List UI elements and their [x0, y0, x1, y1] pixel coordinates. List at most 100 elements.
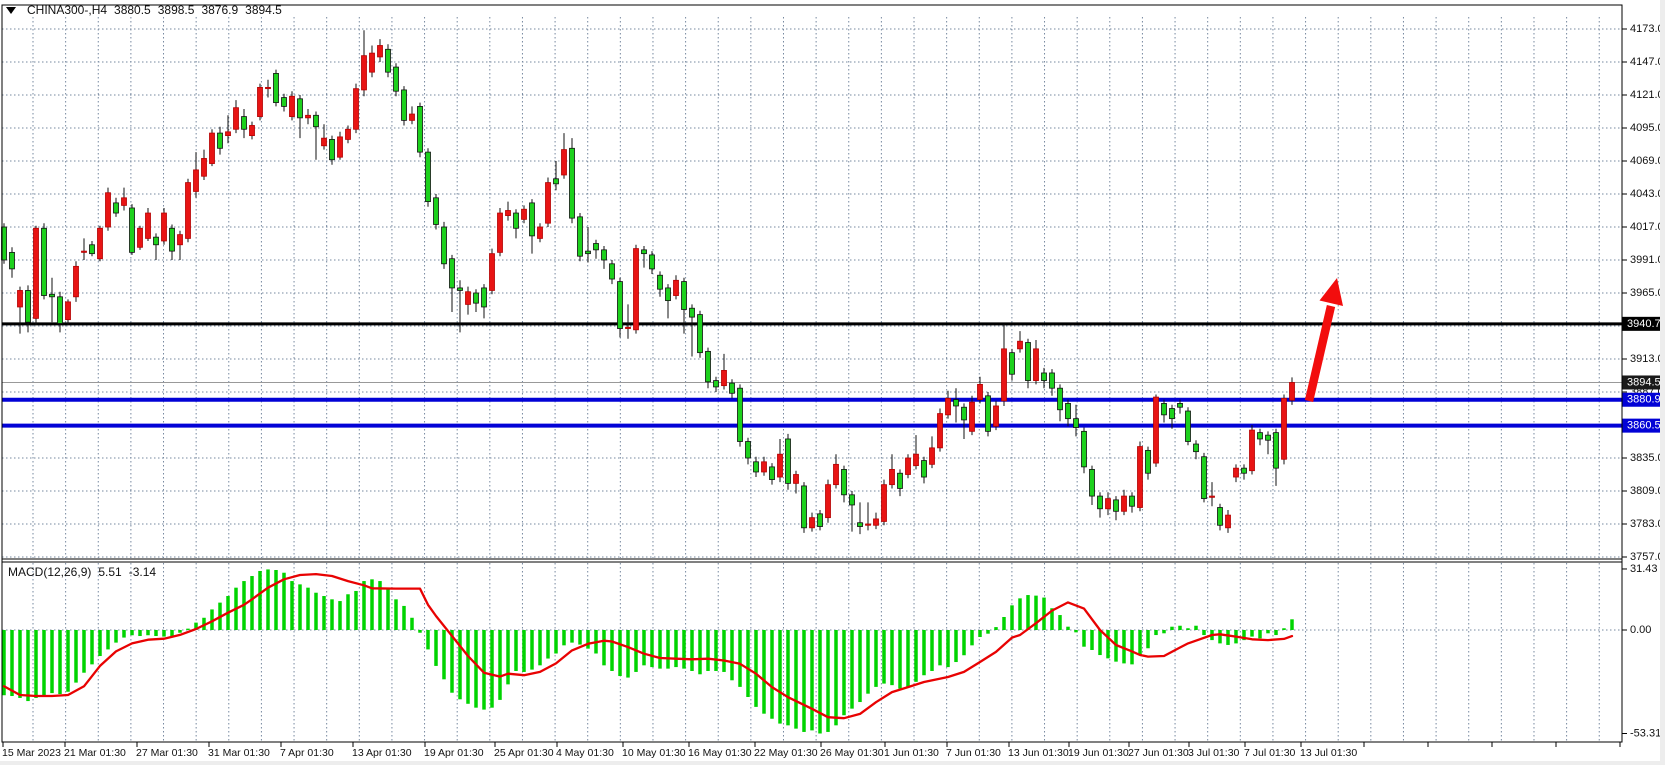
macd-bar	[882, 630, 886, 684]
macd-bar	[466, 630, 470, 704]
macd-bar	[810, 630, 814, 731]
macd-bar	[650, 630, 654, 668]
candle-bull	[1281, 397, 1287, 460]
macd-bar	[370, 579, 374, 630]
candle-bear	[1065, 403, 1071, 420]
candle-bear	[297, 98, 303, 119]
macd-bar	[1042, 597, 1046, 630]
svg-text:3860.5: 3860.5	[1627, 420, 1661, 432]
candle-bear	[1113, 499, 1119, 512]
macd-bar	[898, 630, 902, 689]
macd-bar	[674, 630, 678, 668]
macd-bar	[754, 630, 758, 707]
macd-signal-line	[2, 572, 1294, 720]
macd-bar	[402, 605, 406, 630]
candle-bear	[433, 197, 439, 225]
price-label-box	[1622, 418, 1664, 433]
candle-bear	[737, 387, 743, 442]
macd-bar	[1034, 595, 1038, 630]
svg-text:3835.0: 3835.0	[1630, 452, 1664, 464]
candle-bull	[105, 192, 111, 228]
candle-bull	[377, 45, 383, 58]
candle-bear	[457, 287, 463, 291]
svg-text:10 May 01:30: 10 May 01:30	[622, 747, 686, 759]
macd-bar	[298, 584, 302, 630]
candle-bull	[177, 234, 183, 246]
candle-bull	[1289, 382, 1295, 401]
candle-bear	[617, 281, 623, 329]
macd-bar	[658, 630, 662, 669]
svg-text:7 Jun 01:30: 7 Jun 01:30	[946, 747, 1001, 759]
svg-text:3894.5: 3894.5	[1627, 376, 1661, 388]
candle-bull	[65, 301, 71, 321]
candle-bear	[665, 287, 671, 302]
candle-bear	[481, 287, 487, 308]
candle-bear	[729, 382, 735, 394]
macd-bar	[58, 630, 62, 695]
macd-bar	[562, 630, 566, 646]
macd-bar	[570, 630, 574, 643]
macd-bar	[330, 599, 334, 630]
macd-bar	[938, 630, 942, 666]
price-label-boxes: 3940.7 3880.9 3860.5 3894.5	[1622, 316, 1664, 433]
candle-bull	[633, 248, 639, 331]
macd-bar	[138, 630, 142, 637]
macd-bar	[514, 630, 518, 671]
macd-bar	[722, 630, 726, 672]
time-axis[interactable]: 15 Mar 2023 21 Mar 01:30 27 Mar 01:30 31 Ma…	[2, 742, 1621, 759]
svg-text:3991.0: 3991.0	[1630, 254, 1664, 266]
svg-text:-53.31: -53.31	[1630, 728, 1661, 740]
candle-bear	[801, 485, 807, 529]
candle-bear	[273, 73, 279, 104]
macd-bar	[610, 630, 614, 671]
macd-bar	[1010, 605, 1014, 630]
macd-bar	[682, 630, 686, 669]
candle-bear	[1217, 507, 1223, 526]
trend-arrow[interactable]	[1304, 278, 1343, 402]
svg-text:3913.0: 3913.0	[1630, 353, 1664, 365]
candle-bear	[153, 236, 159, 246]
macd-bar	[450, 630, 454, 693]
svg-text:4069.0: 4069.0	[1630, 155, 1664, 167]
candle-bear	[1041, 372, 1047, 381]
macd-bar	[146, 630, 150, 636]
candle-bull	[881, 484, 887, 522]
candle-bear	[9, 251, 15, 270]
macd-bar	[890, 630, 894, 686]
candle-bear	[577, 216, 583, 257]
support-resistance-lines[interactable]	[2, 322, 1622, 428]
candle-bull	[1233, 467, 1239, 478]
svg-text:16 May 01:30: 16 May 01:30	[688, 747, 752, 759]
candle-bear	[401, 89, 407, 121]
candle-bear	[385, 48, 391, 73]
macd-bar	[1226, 630, 1230, 645]
macd-bar	[258, 570, 262, 630]
svg-text:4147.0: 4147.0	[1630, 56, 1664, 68]
candle-bull	[121, 197, 127, 206]
candle-bull	[865, 523, 871, 526]
symbol-dropdown-icon[interactable]	[6, 6, 16, 14]
candle-bear	[1185, 410, 1191, 442]
macd-bar	[1218, 630, 1222, 644]
candle-bull	[17, 290, 23, 308]
candle-bull	[505, 210, 511, 216]
svg-text:22 May 01:30: 22 May 01:30	[754, 747, 818, 759]
svg-text:3880.9: 3880.9	[1627, 394, 1661, 406]
ohlc-open: 3880.5	[114, 3, 151, 17]
candle-bear	[1009, 352, 1015, 375]
candle-bull	[1249, 429, 1255, 472]
candle-bear	[1161, 403, 1167, 416]
macd-histogram	[2, 569, 1294, 734]
candle-bear	[841, 469, 847, 496]
macd-bar	[362, 581, 366, 630]
candle-bull	[905, 457, 911, 475]
macd-bar	[746, 630, 750, 697]
candle-bull	[73, 265, 79, 298]
candle-bear	[705, 350, 711, 383]
macd-bar	[714, 630, 718, 671]
macd-bar	[26, 630, 30, 702]
macd-bar	[994, 627, 998, 630]
macd-bar	[826, 630, 830, 732]
macd-bar	[858, 630, 862, 703]
